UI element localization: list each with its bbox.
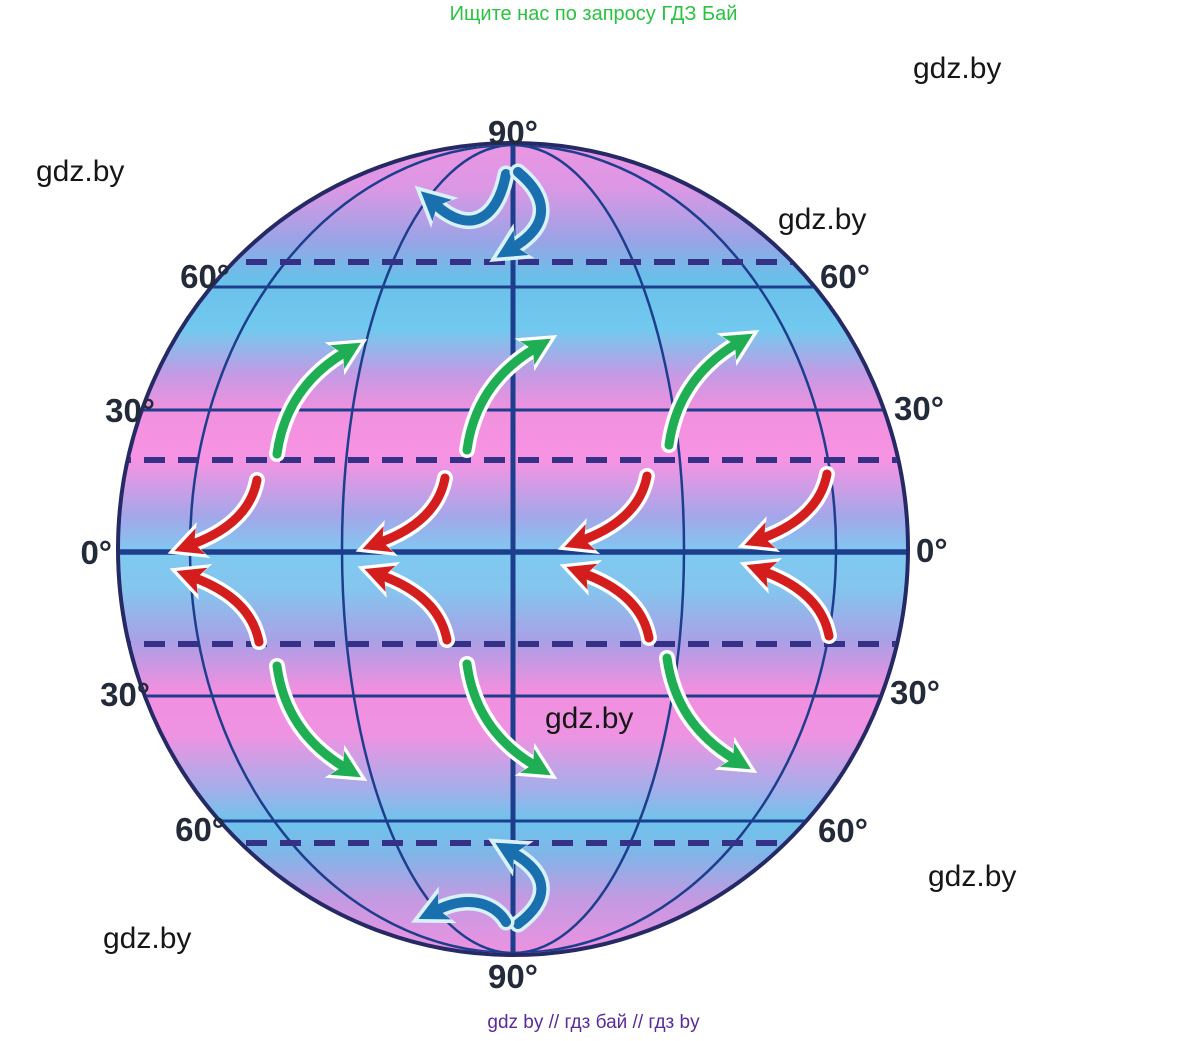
westerly-north-arrow <box>664 333 753 450</box>
latitude-labels: 90° 90° 60° 30° 0° 30° 60° 60° 30° 0° 30… <box>80 114 947 995</box>
polar-south-arrow <box>418 893 511 927</box>
watermark-bottom-left: gdz.by <box>103 922 192 955</box>
watermark-top-left: gdz.by <box>36 155 125 188</box>
polar-easterlies-north-arrows <box>414 163 550 262</box>
polar-north-arrow <box>496 167 546 258</box>
watermark-bottom-right: gdz.by <box>928 860 1017 893</box>
westerly-south-arrow <box>272 661 361 778</box>
trade-wind-south-arrow <box>566 563 654 643</box>
label-left-60n: 60° <box>180 258 230 295</box>
westerlies-south-arrows <box>269 650 758 782</box>
trade-wind-north-arrow <box>744 469 832 549</box>
label-right-60n: 60° <box>820 258 870 295</box>
watermark-upper-right: gdz.by <box>778 203 867 236</box>
trade-wind-south-arrow <box>176 567 264 647</box>
polar-north-arrow <box>420 169 511 226</box>
westerly-south-arrow <box>662 653 751 770</box>
meridian-inner <box>340 145 686 953</box>
westerly-south-arrow <box>462 659 551 776</box>
trade-wind-north-arrow <box>174 475 262 555</box>
watermark-top-right: gdz.by <box>913 52 1002 85</box>
label-left-60s: 60° <box>175 811 225 848</box>
polar-easterlies-south-arrows <box>410 838 550 933</box>
trade-wind-north-arrow <box>362 473 450 553</box>
trade-wind-north-arrow <box>564 471 652 551</box>
watermark-center: gdz.by <box>545 702 634 735</box>
label-right-30s: 30° <box>890 674 940 711</box>
trade-winds-north-arrows <box>167 466 835 559</box>
westerlies-north-arrows <box>269 329 760 462</box>
label-90n: 90° <box>488 114 538 151</box>
graticule <box>120 145 906 953</box>
westerly-north-arrow <box>272 342 361 459</box>
label-left-0: 0° <box>80 534 112 571</box>
page-title: Ищите нас по запросу ГДЗ Бай <box>449 3 738 25</box>
label-right-60s: 60° <box>818 812 868 849</box>
label-90s: 90° <box>488 958 538 995</box>
trade-wind-south-arrow <box>364 565 452 645</box>
trade-wind-south-arrow <box>746 561 834 641</box>
label-right-0: 0° <box>916 532 948 569</box>
footer-links: gdz by // гдз бай // гдз by <box>487 1012 700 1033</box>
label-left-30n: 30° <box>105 392 155 429</box>
label-left-30s: 30° <box>100 676 150 713</box>
westerly-north-arrow <box>462 338 551 455</box>
label-right-30n: 30° <box>894 390 944 427</box>
trade-winds-south-arrows <box>169 557 837 650</box>
polar-south-arrow <box>495 842 547 929</box>
